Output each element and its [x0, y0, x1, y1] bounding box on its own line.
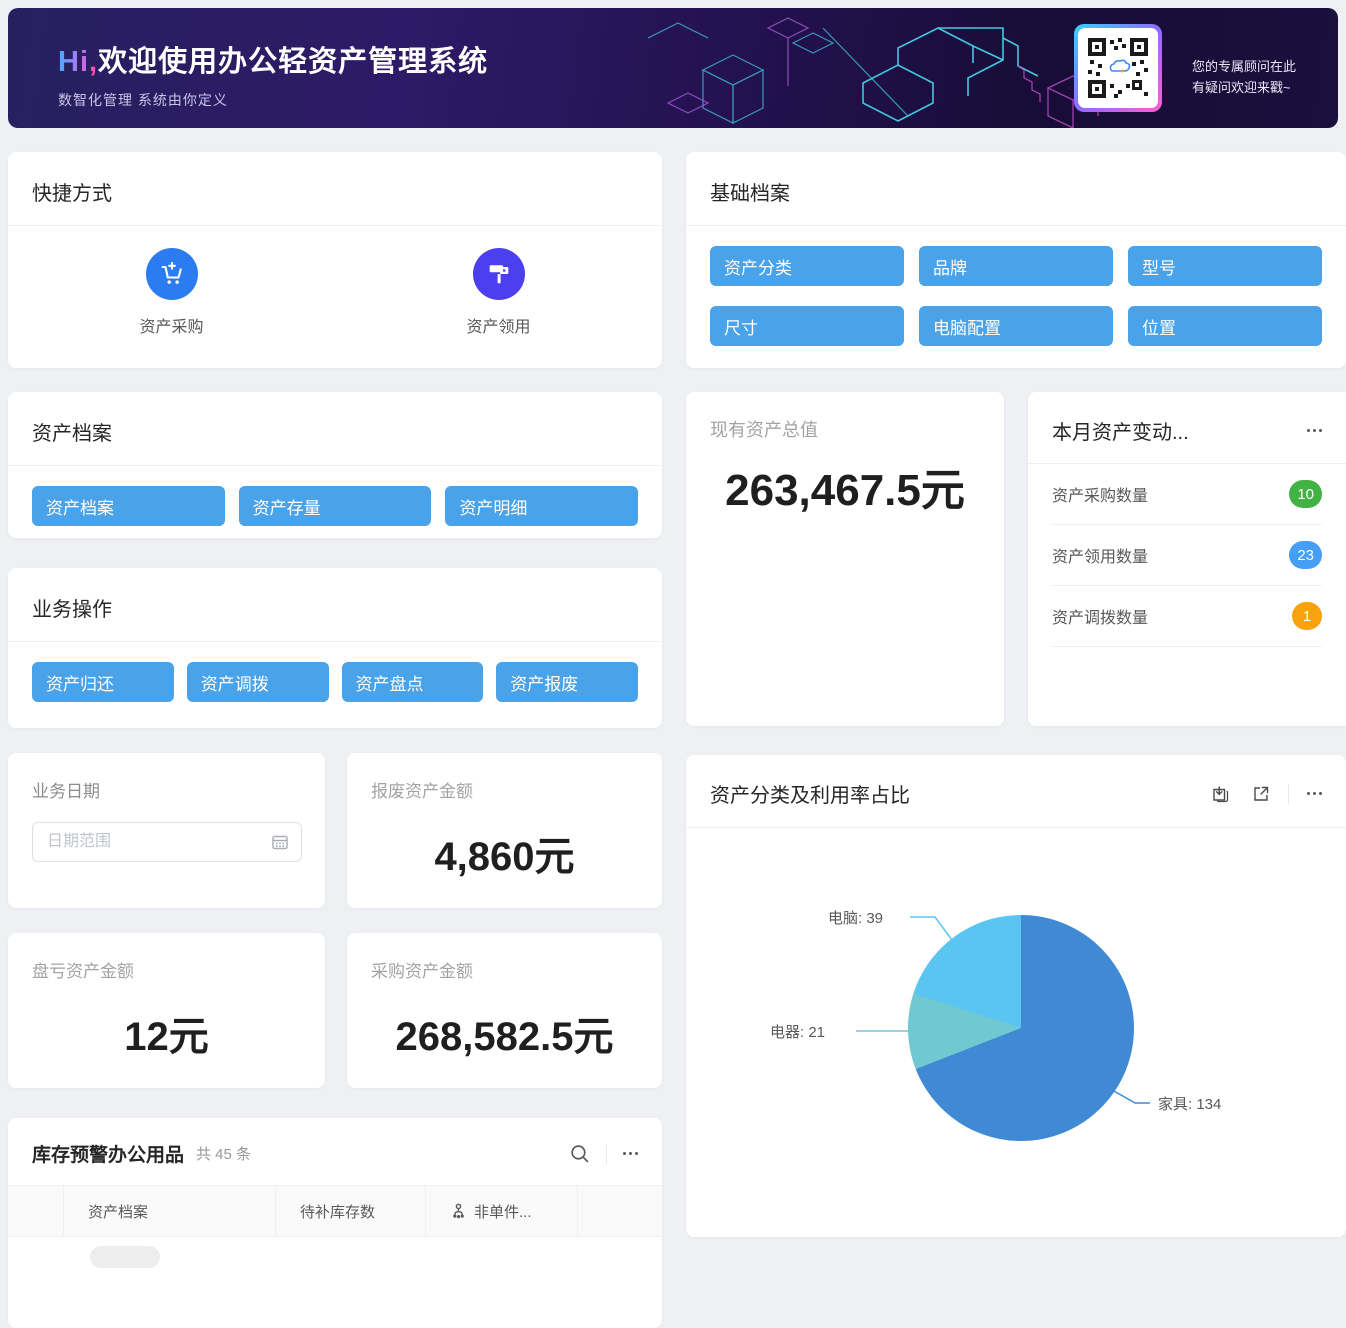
base-archive-title: 基础档案	[686, 152, 1346, 226]
business-ops-title: 业务操作	[8, 568, 662, 642]
expand-icon[interactable]	[1250, 783, 1272, 805]
business-date-label: 业务日期	[32, 782, 100, 801]
button-asset-archive[interactable]: 资产档案	[32, 486, 225, 526]
org-chart-icon	[453, 1203, 464, 1218]
total-value-card: 现有资产总值 263,467.5元	[686, 392, 1004, 726]
button-size[interactable]: 尺寸	[710, 306, 904, 346]
pie-graphic[interactable]	[908, 915, 1134, 1141]
table-row[interactable]	[8, 1237, 662, 1277]
more-icon[interactable]	[1307, 792, 1322, 795]
total-value-label: 现有资产总值	[710, 420, 818, 440]
button-asset-transfer[interactable]: 资产调拨	[186, 662, 329, 702]
monthly-purchase-row: 资产采购数量 10	[1052, 464, 1322, 525]
shortcut-label: 资产领用	[466, 319, 531, 336]
divider	[1288, 783, 1289, 804]
scrap-amount-card: 报废资产金额 4,860元	[347, 753, 662, 908]
banner-title: Hi,欢迎使用办公轻资产管理系统	[58, 46, 489, 78]
inventory-count: 共 45 条	[196, 1146, 252, 1163]
shortcuts-card: 快捷方式 资产采购	[8, 152, 662, 368]
paint-roller-icon	[489, 265, 508, 284]
col-asset-archive[interactable]: 资产档案	[64, 1186, 276, 1236]
col-non-single[interactable]: 非单件...	[426, 1186, 578, 1236]
inventory-warning-card: 库存预警办公用品 共 45 条 资产档案 待补库存数 非单件...	[8, 1118, 662, 1328]
button-pc-config[interactable]: 电脑配置	[919, 306, 1113, 346]
calendar-icon	[272, 835, 288, 850]
button-asset-stock[interactable]: 资产存量	[238, 486, 432, 526]
cart-plus-icon	[161, 261, 182, 284]
shortcut-asset-receive[interactable]: 资产领用	[335, 248, 662, 337]
col-index	[8, 1186, 64, 1236]
shortcut-asset-purchase[interactable]: 资产采购	[8, 248, 335, 337]
button-model[interactable]: 型号	[1128, 246, 1322, 286]
count-badge: 23	[1289, 541, 1322, 569]
scrap-amount-label: 报废资产金额	[371, 782, 473, 801]
asset-archive-card: 资产档案 资产档案 资产存量 资产明细	[8, 392, 662, 538]
monthly-change-card: 本月资产变动... 资产采购数量 10 资产领用数量 23 资产调拨数量 1	[1028, 392, 1346, 726]
welcome-banner: Hi,欢迎使用办公轻资产管理系统 数智化管理 系统由你定义	[8, 8, 1338, 128]
monthly-change-title: 本月资产变动...	[1052, 422, 1189, 444]
chart-title: 资产分类及利用率占比	[710, 785, 910, 807]
asset-category-chart-card: 资产分类及利用率占比 电脑: 39 电器: 21 家具: 134	[686, 755, 1346, 1237]
business-ops-card: 业务操作 资产归还 资产调拨 资产盘点 资产报废	[8, 568, 662, 728]
pie-label-appliance: 电器: 21	[770, 1024, 826, 1041]
pie-label-furniture: 家具: 134	[1158, 1096, 1222, 1113]
banner-greeting: Hi,	[58, 46, 99, 78]
date-range-field[interactable]	[45, 832, 271, 852]
pie-chart: 电脑: 39 电器: 21 家具: 134	[686, 828, 1346, 1242]
business-date-card: 业务日期	[8, 753, 325, 908]
button-asset-category[interactable]: 资产分类	[710, 246, 904, 286]
loss-amount-label: 盘亏资产金额	[32, 962, 134, 981]
more-icon[interactable]	[1307, 429, 1322, 432]
download-icon[interactable]	[1210, 783, 1232, 805]
base-archive-card: 基础档案 资产分类 品牌 型号 尺寸 电脑配置 位置	[686, 152, 1346, 368]
monthly-receive-row: 资产领用数量 23	[1052, 525, 1322, 586]
button-location[interactable]: 位置	[1128, 306, 1322, 346]
col-extra	[578, 1186, 662, 1236]
search-icon[interactable]	[569, 1143, 590, 1164]
scrap-amount-value: 4,860元	[434, 835, 575, 879]
shortcuts-title: 快捷方式	[8, 152, 662, 226]
asset-tag-pill	[90, 1246, 160, 1268]
shortcut-label: 资产采购	[139, 319, 204, 336]
table-header: 资产档案 待补库存数 非单件...	[8, 1185, 662, 1237]
button-asset-scrap[interactable]: 资产报废	[496, 662, 638, 702]
button-asset-return[interactable]: 资产归还	[32, 662, 174, 702]
loss-amount-value: 12元	[124, 1015, 209, 1059]
qr-caption: 您的专属顾问在此 有疑问欢迎来戳~	[1192, 59, 1297, 95]
purchase-amount-value: 268,582.5元	[395, 1015, 614, 1059]
button-asset-detail[interactable]: 资产明细	[445, 486, 638, 526]
total-value-amount: 263,467.5元	[725, 466, 965, 515]
button-asset-check[interactable]: 资产盘点	[341, 662, 484, 702]
asset-archive-title: 资产档案	[8, 392, 662, 466]
purchase-amount-label: 采购资产金额	[371, 962, 473, 981]
count-badge: 10	[1289, 480, 1322, 508]
monthly-transfer-row: 资产调拨数量 1	[1052, 586, 1322, 647]
banner-subtitle: 数智化管理 系统由你定义	[58, 92, 228, 108]
inventory-title: 库存预警办公用品	[32, 1145, 185, 1166]
divider	[606, 1143, 607, 1164]
qr-code	[1074, 24, 1162, 112]
loss-amount-card: 盘亏资产金额 12元	[8, 933, 325, 1088]
date-range-input[interactable]	[32, 822, 302, 862]
qr-pattern	[1088, 38, 1148, 98]
count-badge: 1	[1292, 602, 1322, 630]
button-brand[interactable]: 品牌	[919, 246, 1113, 286]
col-restock-count[interactable]: 待补库存数	[276, 1186, 426, 1236]
more-icon[interactable]	[623, 1152, 638, 1155]
pie-label-computer: 电脑: 39	[828, 910, 884, 927]
purchase-amount-card: 采购资产金额 268,582.5元	[347, 933, 662, 1088]
